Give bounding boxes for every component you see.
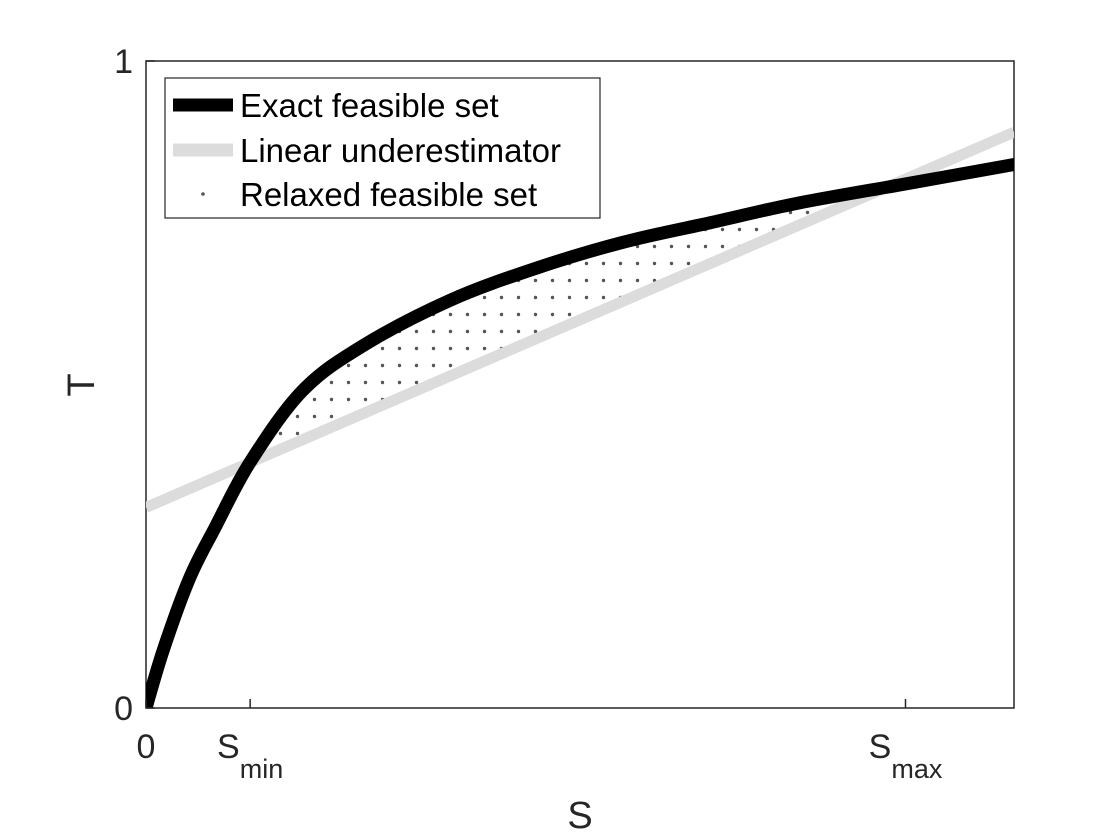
series-line-exact-feasible-set (146, 158, 1014, 708)
legend-label-relaxed-feasible-set: Relaxed feasible set (240, 176, 537, 213)
y-tick-label: 1 (114, 43, 133, 81)
x-tick-label: Smin (217, 728, 283, 784)
legend: Exact feasible set Linear underestimator… (164, 77, 601, 219)
y-axis-label: T (61, 373, 103, 396)
legend-label-exact-feasible-set: Exact feasible set (240, 87, 499, 124)
legend-label-linear-underestimator: Linear underestimator (240, 132, 561, 169)
x-tick-label: 0 (137, 728, 156, 766)
legend-box (164, 77, 601, 219)
y-tick-label: 0 (114, 690, 133, 728)
x-tick-label: Smax (869, 728, 943, 784)
legend-swatch-relaxed-feasible-set (201, 192, 205, 196)
x-axis-label: S (567, 795, 592, 837)
